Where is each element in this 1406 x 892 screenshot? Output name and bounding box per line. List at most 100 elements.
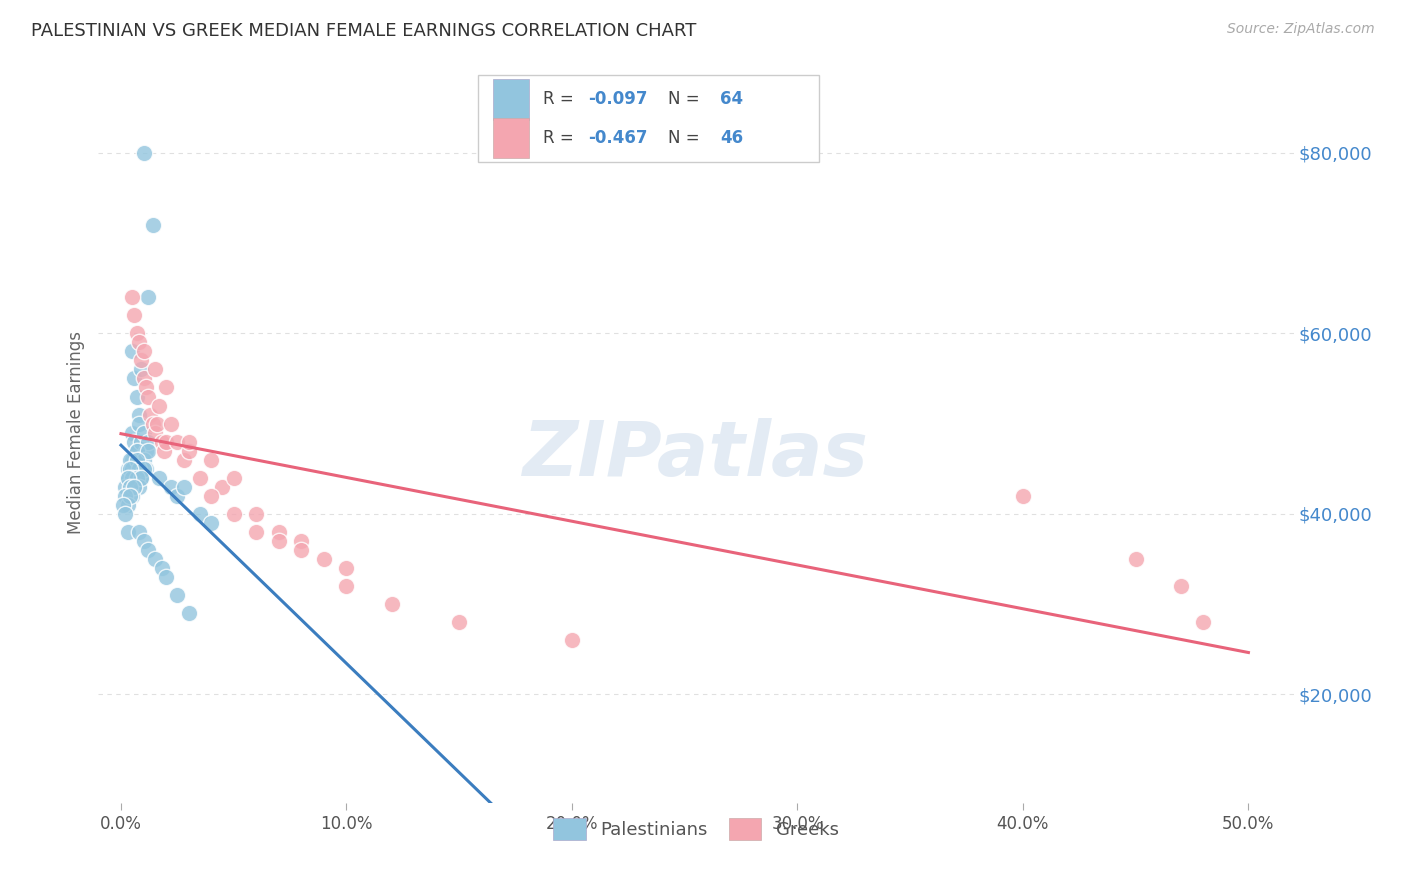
Point <box>118 461 141 475</box>
Point <box>114 489 136 503</box>
Legend: Palestinians, Greeks: Palestinians, Greeks <box>544 809 848 849</box>
Point <box>128 461 150 475</box>
Point <box>148 471 170 485</box>
Point <box>132 452 155 467</box>
Point <box>124 461 146 475</box>
Point <box>128 417 150 431</box>
Point <box>136 443 159 458</box>
Point <box>312 552 335 566</box>
Point <box>124 471 146 485</box>
Point <box>136 290 159 304</box>
Point <box>136 434 159 449</box>
Point <box>188 507 211 521</box>
Point <box>290 543 312 558</box>
Point <box>129 434 152 449</box>
Point <box>117 498 139 512</box>
Point <box>129 353 152 368</box>
FancyBboxPatch shape <box>478 75 820 162</box>
Point <box>1192 615 1215 630</box>
Point <box>155 380 177 394</box>
Point <box>128 480 150 494</box>
Point <box>173 452 195 467</box>
Point <box>135 380 157 394</box>
Text: N =: N = <box>668 129 706 147</box>
Point <box>449 615 471 630</box>
Point <box>267 524 290 539</box>
Point <box>117 524 139 539</box>
Point <box>177 443 200 458</box>
Text: -0.467: -0.467 <box>589 129 648 147</box>
Point <box>124 480 146 494</box>
Point <box>135 443 157 458</box>
Point <box>114 507 136 521</box>
Point <box>124 371 146 385</box>
Point <box>146 417 169 431</box>
Point <box>128 524 150 539</box>
Point <box>561 633 583 648</box>
Point <box>200 516 222 530</box>
Point <box>128 335 150 350</box>
Point <box>121 452 143 467</box>
Point <box>117 461 139 475</box>
Text: N =: N = <box>668 90 706 109</box>
Point <box>166 434 188 449</box>
Point <box>121 344 143 359</box>
Point <box>141 417 163 431</box>
Point <box>335 561 357 575</box>
Point <box>136 390 159 404</box>
Point <box>121 425 143 440</box>
Point <box>159 480 181 494</box>
Point <box>139 408 162 422</box>
Point <box>132 461 155 475</box>
Point <box>121 489 143 503</box>
Point <box>132 145 155 160</box>
Text: Source: ZipAtlas.com: Source: ZipAtlas.com <box>1227 22 1375 37</box>
Text: -0.097: -0.097 <box>589 90 648 109</box>
Text: 64: 64 <box>720 90 742 109</box>
Point <box>112 498 135 512</box>
Point <box>1012 489 1035 503</box>
Point <box>135 461 157 475</box>
Point <box>1170 579 1192 593</box>
Point <box>200 489 222 503</box>
Point <box>143 362 166 376</box>
Point <box>222 507 245 521</box>
Point <box>136 543 159 558</box>
Point <box>177 434 200 449</box>
Point <box>125 443 148 458</box>
Point <box>155 570 177 584</box>
Point <box>129 362 152 376</box>
Point <box>125 452 148 467</box>
Point <box>117 471 139 485</box>
Point <box>132 425 155 440</box>
Point <box>114 480 136 494</box>
Point <box>125 390 148 404</box>
Point <box>124 308 146 322</box>
FancyBboxPatch shape <box>494 79 529 120</box>
Point <box>117 471 139 485</box>
Text: PALESTINIAN VS GREEK MEDIAN FEMALE EARNINGS CORRELATION CHART: PALESTINIAN VS GREEK MEDIAN FEMALE EARNI… <box>31 22 696 40</box>
Point <box>124 480 146 494</box>
Point <box>159 417 181 431</box>
Point <box>153 443 176 458</box>
Point <box>118 480 141 494</box>
Point <box>290 533 312 548</box>
Point <box>125 443 148 458</box>
Point <box>143 425 166 440</box>
Point <box>150 434 173 449</box>
Point <box>335 579 357 593</box>
Point <box>155 434 177 449</box>
Text: 46: 46 <box>720 129 742 147</box>
Point <box>121 290 143 304</box>
Point <box>148 399 170 413</box>
Point <box>267 533 290 548</box>
Point <box>125 326 148 341</box>
Point <box>121 471 143 485</box>
Point <box>128 452 150 467</box>
Point <box>211 480 233 494</box>
Point <box>141 218 163 232</box>
Point <box>188 471 211 485</box>
Text: R =: R = <box>543 129 579 147</box>
Point <box>128 408 150 422</box>
Point <box>121 461 143 475</box>
